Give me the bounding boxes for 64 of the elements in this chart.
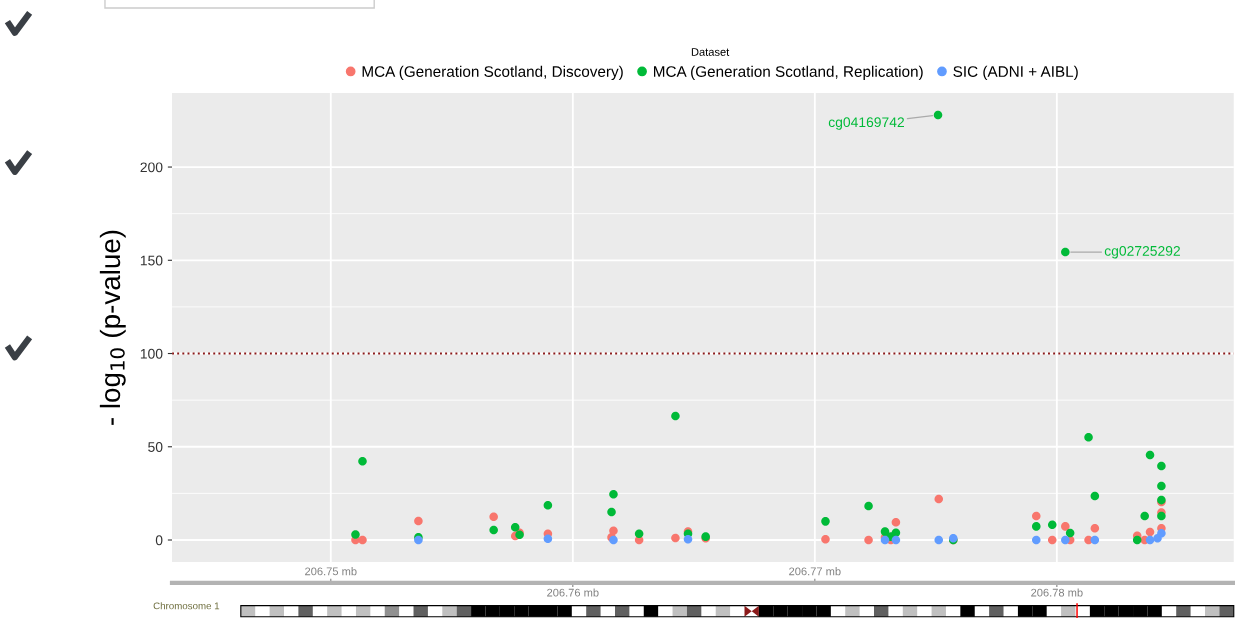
point [358, 535, 367, 545]
point [934, 535, 944, 545]
point [607, 507, 616, 517]
point [1032, 511, 1041, 521]
point [1065, 528, 1075, 538]
x2-tick-label: 206.75 mb [305, 567, 357, 576]
point [864, 535, 873, 545]
point [1061, 522, 1070, 531]
point [1061, 535, 1070, 545]
legend-label: MCA (Generation Scotland, Discovery) [362, 65, 623, 80]
legend-label: SIC (ADNI + AIBL) [953, 65, 1078, 80]
point [1132, 535, 1142, 545]
legend-title: Dataset [691, 48, 730, 56]
point [1140, 511, 1149, 521]
point [489, 525, 498, 535]
point [1157, 481, 1166, 491]
point [634, 529, 644, 538]
point [1061, 247, 1070, 257]
point [1047, 520, 1057, 529]
point [1032, 535, 1041, 545]
point [1090, 491, 1100, 501]
point [489, 512, 498, 521]
point [351, 530, 360, 539]
point [414, 516, 423, 526]
point [821, 534, 830, 544]
point [1145, 450, 1155, 460]
point [1157, 461, 1166, 471]
y-tick-label: 200 [140, 162, 163, 173]
point [1047, 535, 1057, 545]
x-tick-label: 206.78 mb [1031, 588, 1083, 597]
point [510, 523, 520, 532]
point [891, 535, 901, 545]
y-tick-label: 150 [140, 255, 163, 266]
point [683, 534, 693, 544]
point [880, 527, 890, 536]
point [1157, 511, 1166, 521]
point [358, 457, 367, 466]
point [609, 526, 618, 535]
point [1090, 523, 1100, 533]
annotation: cg04169742 [828, 117, 904, 130]
x-tick-label: 206.76 mb [547, 588, 599, 597]
legend-label: MCA (Generation Scotland, Replication) [654, 65, 923, 80]
annotation: cg02725292 [1104, 245, 1180, 259]
point [1157, 529, 1166, 538]
point [1084, 432, 1093, 442]
y-tick-label: 0 [155, 535, 163, 546]
point [671, 411, 680, 421]
point [1090, 535, 1100, 545]
point [609, 490, 618, 499]
point [821, 517, 830, 526]
y-tick-label: 100 [140, 348, 163, 359]
y-tick-label: 50 [148, 442, 163, 452]
point [891, 518, 901, 527]
point [543, 501, 553, 510]
point [543, 534, 553, 543]
point [1145, 527, 1155, 537]
x2-tick-label: 206.77 mb [789, 567, 841, 576]
point [671, 533, 680, 543]
y-axis-title: - log$_{10}$ (p-value) [99, 230, 126, 425]
point [934, 494, 944, 504]
point [1032, 522, 1041, 531]
point [933, 110, 943, 120]
text: Chromosome 1 [153, 602, 220, 610]
point [864, 501, 873, 511]
